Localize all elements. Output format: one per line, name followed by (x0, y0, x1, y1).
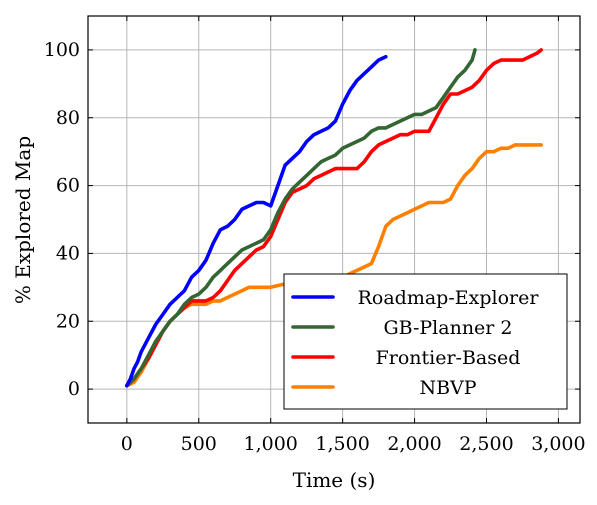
series-line-roadmap-explorer (125, 54, 388, 388)
series-line-gb-planner-2 (125, 48, 477, 388)
y-tick-label: 60 (56, 175, 80, 197)
y-axis-label: % Explored Map (11, 136, 35, 304)
series-line-frontier-based (125, 48, 544, 388)
y-tick-label: 0 (68, 378, 80, 400)
legend-label: GB-Planner 2 (383, 317, 512, 339)
grid-layer (88, 16, 580, 423)
y-tick-label: 100 (44, 39, 80, 61)
y-tick-label: 80 (56, 107, 80, 129)
x-axis-label: Time (s) (293, 468, 376, 492)
x-tick-label: 500 (181, 433, 217, 455)
series-line-nbvp (125, 143, 544, 388)
tick-label-layer: 0 500 1,000 1,500 2,000 2,500 3,000 0 20 40 60 80 10… (44, 39, 586, 455)
y-tick-label: 40 (56, 242, 80, 264)
y-tick-label: 20 (56, 310, 80, 332)
x-tick-label: 2,000 (387, 433, 441, 455)
legend-label: Roadmap-Explorer (358, 287, 540, 309)
legend-label: NBVP (419, 377, 476, 399)
x-tick-label: 0 (121, 433, 133, 455)
tick-layer (88, 16, 580, 423)
series-layer (125, 48, 544, 388)
plot-frame (87, 15, 581, 424)
x-tick-label: 1,000 (243, 433, 297, 455)
legend: Roadmap-Explorer GB-Planner 2 Frontier-Bas… (283, 273, 568, 410)
legend-label: Frontier-Based (376, 347, 521, 369)
x-tick-label: 1,500 (315, 433, 369, 455)
x-tick-label: 2,500 (459, 433, 513, 455)
x-tick-label: 3,000 (531, 433, 585, 455)
